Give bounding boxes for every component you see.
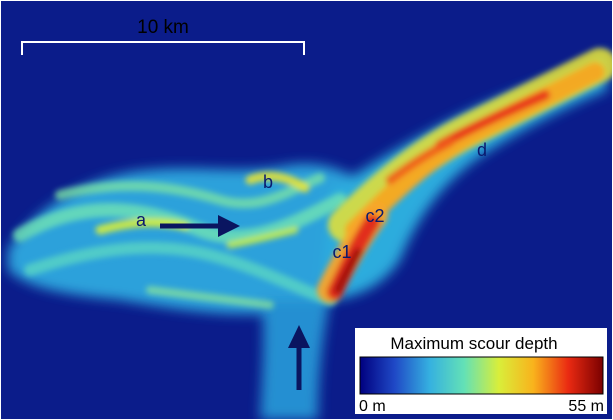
scale-bar: 10 km	[21, 17, 305, 55]
label-c2: c2	[365, 206, 384, 226]
southern-inflow-channel	[260, 300, 330, 420]
label-a: a	[136, 210, 147, 230]
flow-arrows	[160, 215, 310, 390]
legend: Maximum scour depth 0 m 55 m	[355, 328, 607, 415]
label-b: b	[263, 172, 273, 192]
flow-arrow-north	[288, 325, 310, 390]
scale-bar-label: 10 km	[137, 17, 189, 38]
legend-min-label: 0 m	[359, 398, 386, 415]
label-d: d	[477, 140, 487, 160]
western-braided-channels	[8, 164, 390, 315]
scale-bar-line	[21, 41, 305, 55]
feature-labels: a b c1 c2 d	[136, 140, 487, 262]
flow-arrow-east	[160, 215, 240, 237]
label-c1: c1	[332, 242, 351, 262]
legend-title: Maximum scour depth	[390, 334, 557, 353]
channel-network	[8, 48, 613, 420]
legend-colorbar	[359, 356, 604, 395]
legend-max-label: 55 m	[568, 398, 604, 415]
